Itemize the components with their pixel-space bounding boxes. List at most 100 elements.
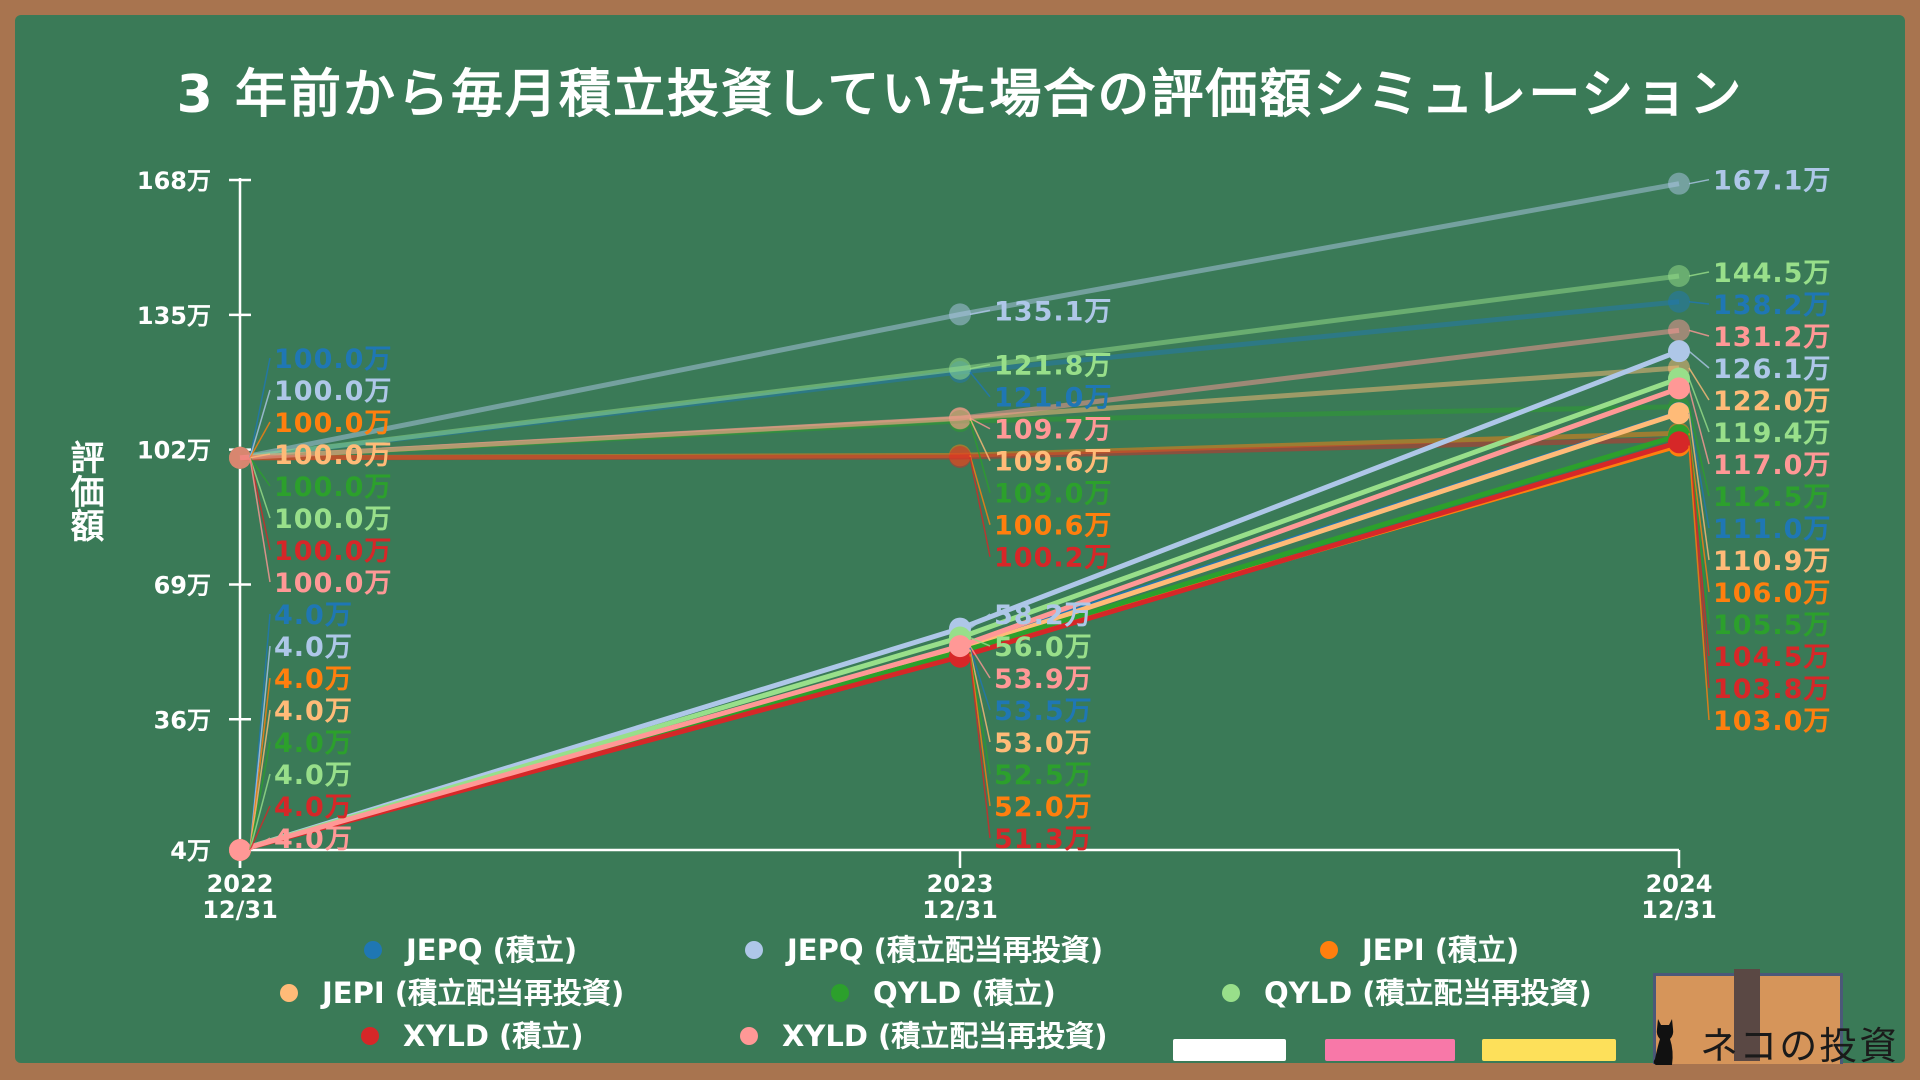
label-leader-line (249, 453, 271, 459)
label-leader-line (1688, 378, 1710, 433)
label-leader-line (249, 741, 271, 851)
data-label: 4.0万 (274, 728, 353, 759)
data-label: 58.2万 (994, 600, 1093, 631)
data-label: 100.0万 (274, 536, 392, 567)
legend-label: XYLD (積立) (403, 1019, 584, 1053)
label-leader-line (969, 309, 991, 316)
data-label: 4.0万 (274, 792, 353, 823)
label-leader-line (1688, 367, 1710, 401)
data-label: 100.0万 (274, 344, 392, 375)
series-layer (229, 172, 1690, 861)
x-tick-label: 2024 (1646, 870, 1713, 898)
data-label: 100.0万 (274, 408, 392, 439)
data-label: 52.5万 (994, 760, 1093, 791)
legend-marker-icon (745, 941, 763, 959)
data-label: 112.5万 (1713, 482, 1831, 513)
data-label: 100.6万 (994, 511, 1112, 542)
label-leader-line (1688, 271, 1710, 277)
label-leader-line (249, 389, 271, 459)
label-leader-line (249, 837, 271, 851)
legend-marker-icon (280, 984, 298, 1002)
data-point (1668, 402, 1690, 425)
data-label: 122.0万 (1713, 386, 1831, 417)
legend-item: JEPI (積立) (1320, 933, 1519, 967)
data-label: 4.0万 (274, 760, 353, 791)
data-label: 167.1万 (1713, 166, 1831, 197)
label-leader-line (969, 649, 991, 743)
label-leader-line (969, 418, 991, 462)
data-label: 52.0万 (994, 792, 1093, 823)
data-label: 4.0万 (274, 664, 353, 695)
x-tick-label: 2023 (927, 870, 994, 898)
label-leader-line (969, 656, 991, 839)
label-leader-line (1688, 413, 1710, 561)
legend-label: XYLD (積立配当再投資) (782, 1019, 1108, 1053)
chalkboard (15, 15, 1905, 1063)
legend-item: XYLD (積立) (361, 1019, 584, 1053)
label-leader-line (969, 653, 991, 807)
label-leader-line (1688, 350, 1710, 369)
label-leader-line (969, 456, 991, 557)
y-tick-label: 102万 (137, 437, 211, 465)
data-point (949, 407, 971, 430)
data-label: 100.0万 (274, 568, 392, 599)
y-tick-label: 4万 (170, 837, 211, 865)
label-leader-line (969, 417, 991, 430)
legend-item: JEPQ (積立) (364, 933, 577, 967)
label-leader-line (969, 647, 991, 711)
data-point (949, 357, 971, 380)
label-leader-line (969, 371, 991, 398)
label-leader-line (969, 613, 991, 630)
data-point (949, 445, 971, 468)
data-label: 110.9万 (1713, 546, 1831, 577)
label-leader-line (249, 709, 271, 851)
eraser-yellow (1482, 1039, 1616, 1061)
data-label: 106.0万 (1713, 578, 1831, 609)
legend-label: JEPI (積立) (1362, 933, 1520, 967)
legend-item: QYLD (積立配当再投資) (1222, 976, 1592, 1010)
data-label: 138.2万 (1713, 290, 1831, 321)
data-point (1668, 172, 1690, 195)
label-leader-line (1688, 178, 1710, 185)
data-label: 53.5万 (994, 696, 1093, 727)
data-label: 103.0万 (1713, 706, 1831, 737)
y-tick-label: 168万 (137, 167, 211, 195)
label-leader-line (969, 636, 991, 647)
y-tick-label: 36万 (154, 706, 211, 734)
label-leader-line (249, 677, 271, 851)
data-label: 109.0万 (994, 479, 1112, 510)
data-label: 4.0万 (274, 824, 353, 855)
logo-text: ネコの投資 (1700, 1024, 1900, 1068)
eraser-white (1173, 1039, 1286, 1061)
data-point (1668, 290, 1690, 313)
data-label: 100.0万 (274, 504, 392, 535)
data-label: 121.0万 (994, 383, 1112, 414)
data-point (1668, 319, 1690, 342)
y-axis-label: 評価額 (64, 440, 104, 542)
label-leader-line (249, 457, 271, 519)
data-label: 109.6万 (994, 447, 1112, 478)
data-label: 100.0万 (274, 440, 392, 471)
data-point (1668, 431, 1690, 454)
legend-marker-icon (740, 1027, 758, 1045)
data-point (1668, 340, 1690, 363)
label-leader-line (969, 651, 991, 775)
data-label: 144.5万 (1713, 258, 1831, 289)
label-leader-line (249, 357, 271, 458)
data-label: 51.3万 (994, 824, 1093, 855)
label-leader-line (1688, 388, 1710, 465)
y-tick-label: 69万 (154, 571, 211, 599)
data-label: 100.2万 (994, 543, 1112, 574)
data-label: 4.0万 (274, 632, 353, 663)
label-leader-line (969, 364, 991, 370)
cat-icon (1653, 1019, 1674, 1065)
label-leader-line (249, 421, 271, 459)
data-label: 109.7万 (994, 415, 1112, 446)
data-label: 4.0万 (274, 696, 353, 727)
legend-marker-icon (1320, 941, 1338, 959)
label-leader-line (1688, 412, 1710, 529)
label-leader-line (969, 645, 991, 679)
legend-label: QYLD (積立) (873, 976, 1056, 1010)
legend-label: JEPQ (積立配当再投資) (787, 933, 1104, 967)
